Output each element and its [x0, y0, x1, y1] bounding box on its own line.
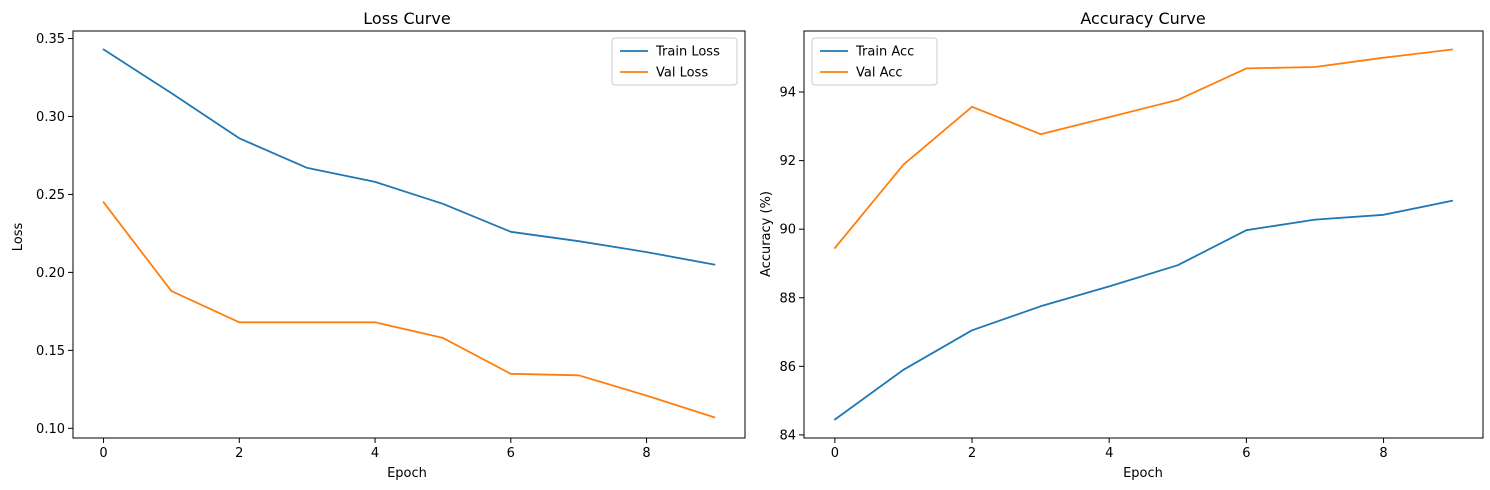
loss-y-tick-label: 0.35	[36, 32, 65, 47]
loss-legend-label: Val Loss	[656, 66, 708, 81]
accuracy-series-train-acc	[834, 199, 1453, 421]
loss-series-train-loss	[102, 48, 716, 266]
loss-series-val-loss	[102, 201, 716, 419]
loss-chart-panel: Loss Curve Epoch Loss 0 2 4 6 8 0.10 0.15 0.20 0…	[11, 9, 746, 481]
accuracy-x-tick-label: 0	[831, 446, 839, 461]
loss-y-axis-label: Loss	[11, 223, 26, 252]
accuracy-y-tick-label: 88	[779, 291, 796, 306]
accuracy-series-val-acc	[834, 48, 1453, 249]
loss-y-tick-label: 0.30	[36, 110, 65, 125]
loss-y-tick-label: 0.25	[36, 188, 65, 203]
loss-legend-label: Train Loss	[655, 45, 720, 60]
accuracy-legend-box	[811, 37, 938, 86]
loss-y-tick-label: 0.15	[36, 344, 65, 359]
accuracy-x-tick-label: 4	[1105, 446, 1113, 461]
loss-legend: Train Loss Val Loss	[611, 37, 738, 86]
loss-x-tick-label: 8	[642, 446, 650, 461]
loss-legend-box	[611, 37, 738, 86]
accuracy-plot-frame	[803, 30, 1484, 439]
loss-x-axis-label: Epoch	[387, 466, 427, 481]
accuracy-y-axis-label: Accuracy (%)	[759, 191, 774, 277]
accuracy-x-tick-label: 6	[1242, 446, 1250, 461]
accuracy-legend-label: Val Acc	[856, 66, 903, 81]
accuracy-chart-title: Accuracy Curve	[1080, 9, 1205, 28]
accuracy-x-tick-label: 8	[1379, 446, 1387, 461]
loss-y-tick-label: 0.20	[36, 266, 65, 281]
accuracy-chart-panel: Accuracy Curve Epoch Accuracy (%) 0 2 4 6 88…	[759, 9, 1484, 481]
accuracy-y-tick-label: 92	[779, 154, 796, 169]
loss-chart-title: Loss Curve	[363, 9, 450, 28]
loss-plot-frame	[72, 30, 746, 439]
accuracy-x-axis-label: Epoch	[1123, 466, 1163, 481]
accuracy-y-tick-label: 94	[779, 86, 796, 101]
accuracy-legend-label: Train Acc	[855, 45, 914, 60]
loss-x-tick-label: 6	[507, 446, 515, 461]
accuracy-y-tick-label: 86	[779, 360, 796, 375]
accuracy-y-tick-label: 90	[779, 223, 796, 238]
accuracy-y-tick-label: 84	[779, 428, 796, 443]
accuracy-x-tick-label: 2	[968, 446, 976, 461]
loss-x-tick-label: 0	[99, 446, 107, 461]
accuracy-legend: Train Acc Val Acc	[811, 37, 938, 86]
loss-x-tick-label: 4	[371, 446, 379, 461]
loss-y-tick-label: 0.10	[36, 422, 65, 437]
loss-x-tick-label: 2	[235, 446, 243, 461]
